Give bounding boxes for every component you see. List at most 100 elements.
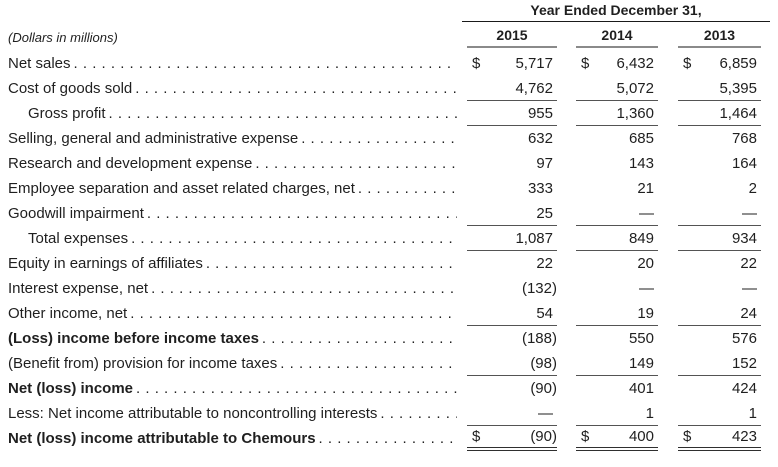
value-cell: $400: [576, 426, 658, 451]
cell-value: 97: [536, 155, 553, 172]
value-cell: 1,360: [576, 101, 658, 126]
row-label-cell: Interest expense, net. . . . . . . . . .…: [8, 276, 467, 301]
row-label: Selling, general and administrative expe…: [8, 130, 299, 147]
value-cell: 768: [678, 126, 761, 151]
cell-value: 685: [628, 130, 654, 147]
row-label-cell: (Loss) income before income taxes. . . .…: [8, 326, 467, 351]
cell-value: 934: [731, 229, 757, 247]
cell-value: 4,762: [515, 79, 553, 97]
income-statement-document: Year Ended December 31, (Dollars in mill…: [8, 2, 770, 451]
value-cell: —: [576, 201, 658, 226]
cell-value: 152: [731, 354, 757, 372]
table-body: Net sales. . . . . . . . . . . . . . . .…: [8, 51, 761, 451]
table-row: Employee separation and asset related ch…: [8, 176, 761, 201]
value-cell: 424: [678, 376, 761, 401]
cell-value: 22: [740, 255, 757, 272]
units-label: (Dollars in millions): [8, 30, 118, 45]
column-gap: [557, 176, 576, 201]
cell-value: 1: [748, 404, 757, 422]
row-label-cell: Employee separation and asset related ch…: [8, 176, 467, 201]
cell-value: —: [538, 404, 553, 422]
dot-leader: . . . . . . . . . . . . . . . . . . . . …: [357, 180, 457, 197]
cell-value: 25: [536, 204, 553, 222]
column-gap: [658, 426, 678, 451]
column-gap: [557, 301, 576, 326]
value-cell: 849: [576, 226, 658, 251]
dot-leader: . . . . . . . . . . . . . . . . . . . . …: [318, 430, 457, 447]
value-cell: $ (90): [467, 426, 557, 451]
table-row: Equity in earnings of affiliates. . . . …: [8, 251, 761, 276]
column-gap: [557, 326, 576, 351]
table-row: Research and development expense. . . . …: [8, 151, 761, 176]
row-label-cell: Net sales. . . . . . . . . . . . . . . .…: [8, 51, 467, 76]
column-gap: [557, 51, 576, 76]
table-row: Net sales. . . . . . . . . . . . . . . .…: [8, 51, 761, 76]
currency-symbol: $: [472, 55, 481, 72]
currency-symbol: $: [581, 428, 590, 445]
column-gap: [658, 151, 678, 176]
dot-leader: . . . . . . . . . . . . . . . . . . . . …: [301, 130, 457, 147]
value-cell: (132): [467, 276, 557, 301]
table-row: Total expenses. . . . . . . . . . . . . …: [8, 226, 761, 251]
row-label: Net (loss) income: [8, 380, 134, 397]
row-label: Research and development expense: [8, 155, 253, 172]
value-cell: 24: [678, 301, 761, 326]
table-row: Net (loss) income. . . . . . . . . . . .…: [8, 376, 761, 401]
row-label: Cost of goods sold: [8, 80, 133, 97]
dot-leader: . . . . . . . . . . . . . . . . . . . . …: [205, 255, 457, 272]
row-label-cell: Net (loss) income attributable to Chemou…: [8, 426, 467, 451]
value-cell: —: [678, 201, 761, 226]
dot-leader: . . . . . . . . . . . . . . . . . . . . …: [280, 355, 457, 372]
cell-value: (90): [530, 428, 557, 445]
cell-value: —: [742, 204, 757, 222]
row-label: Other income, net: [8, 305, 128, 322]
column-gap: [658, 226, 678, 251]
dot-leader: . . . . . . . . . . . . . . . . . . . . …: [261, 330, 457, 347]
row-label-cell: Less: Net income attributable to noncont…: [8, 401, 467, 426]
cell-value: 54: [536, 304, 553, 322]
cell-value: (132): [521, 280, 557, 297]
year-header-row: (Dollars in millions) 2015 2014 2013: [8, 26, 761, 48]
value-cell: $423: [678, 426, 761, 451]
cell-value: 333: [527, 180, 553, 197]
row-label: Equity in earnings of affiliates: [8, 255, 203, 272]
column-gap: [658, 201, 678, 226]
cell-value: 164: [731, 155, 757, 172]
currency-symbol: $: [581, 55, 590, 72]
cell-value: 6,432: [616, 55, 654, 72]
value-cell: 1: [678, 401, 761, 426]
dot-leader: . . . . . . . . . . . . . . . . . . . . …: [73, 55, 457, 72]
dot-leader: . . . . . . . . . . . . . . . . . . . . …: [151, 280, 457, 297]
cell-value: 149: [628, 354, 654, 372]
value-cell: 685: [576, 126, 658, 151]
value-cell: 152: [678, 351, 761, 376]
value-cell: 21: [576, 176, 658, 201]
value-cell: 4,762: [467, 76, 557, 101]
value-cell: (98): [467, 351, 557, 376]
value-cell: 632: [467, 126, 557, 151]
cell-value: 19: [637, 304, 654, 322]
table-row: Goodwill impairment. . . . . . . . . . .…: [8, 201, 761, 226]
cell-value: (98): [530, 354, 557, 372]
row-label: Net sales: [8, 55, 71, 72]
row-label-cell: Research and development expense. . . . …: [8, 151, 467, 176]
column-gap: [658, 51, 678, 76]
column-gap: [658, 76, 678, 101]
table-row: (Loss) income before income taxes. . . .…: [8, 326, 761, 351]
row-label: Interest expense, net: [8, 280, 149, 297]
header-spacer: [8, 2, 467, 22]
dot-leader: . . . . . . . . . . . . . . . . . . . . …: [135, 80, 457, 97]
row-label: Net (loss) income attributable to Chemou…: [8, 430, 316, 447]
cell-value: 5,072: [616, 79, 654, 97]
column-gap: [557, 351, 576, 376]
column-gap: [557, 276, 576, 301]
row-label: Less: Net income attributable to noncont…: [8, 405, 378, 422]
dot-leader: . . . . . . . . . . . . . . . . . . . . …: [108, 105, 457, 122]
value-cell: 20: [576, 251, 658, 276]
value-cell: 1: [576, 401, 658, 426]
row-label-cell: (Benefit from) provision for income taxe…: [8, 351, 467, 376]
column-gap: [557, 401, 576, 426]
cell-value: 400: [628, 428, 654, 445]
cell-value: 1: [645, 404, 654, 422]
value-cell: $6,432: [576, 51, 658, 76]
